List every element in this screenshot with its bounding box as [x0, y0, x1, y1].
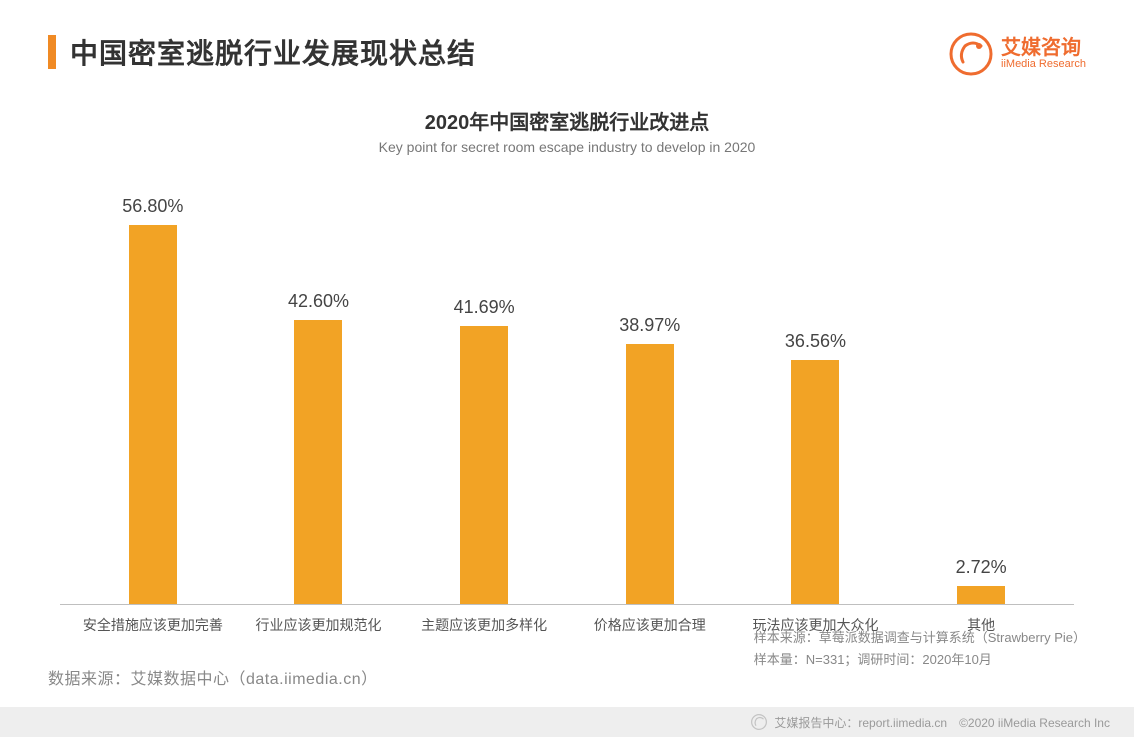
sample-info: 样本来源：草莓派数据调查与计算系统（Strawberry Pie） 样本量：N=… [754, 627, 1086, 671]
strip-text: 艾媒报告中心：report.iimedia.cn ©2020 iiMedia R… [774, 714, 1110, 731]
x-label: 安全措施应该更加完善 [70, 615, 235, 635]
page-title: 中国密室逃脱行业发展现状总结 [70, 32, 476, 72]
bar-group: 42.60% [236, 291, 401, 604]
data-source: 数据来源：艾媒数据中心（data.iimedia.cn） [48, 665, 378, 689]
brand-logo-icon [949, 32, 993, 76]
bar [294, 320, 342, 604]
brand-logo: 艾媒咨询 iiMedia Research [949, 32, 1086, 76]
brand-name-en: iiMedia Research [1001, 59, 1086, 71]
x-label: 价格应该更加合理 [567, 615, 732, 635]
bar-value-label: 41.69% [454, 297, 515, 318]
bar-group: 36.56% [733, 331, 898, 604]
brand-name-cn: 艾媒咨询 [1001, 38, 1086, 59]
chart-area: 2020年中国密室逃脱行业改进点 Key point for secret ro… [0, 76, 1134, 635]
chart-title-en: Key point for secret room escape industr… [60, 139, 1074, 155]
sample-source: 样本来源：草莓派数据调查与计算系统（Strawberry Pie） [754, 627, 1086, 649]
bar-value-label: 36.56% [785, 331, 846, 352]
bottom-strip: 艾媒报告中心：report.iimedia.cn ©2020 iiMedia R… [0, 707, 1134, 737]
brand-text: 艾媒咨询 iiMedia Research [1001, 38, 1086, 71]
bar [129, 225, 177, 604]
bar-value-label: 56.80% [122, 196, 183, 217]
bar-value-label: 2.72% [956, 557, 1007, 578]
bar-group: 56.80% [70, 196, 235, 604]
bar-group: 38.97% [567, 315, 732, 604]
bar [791, 360, 839, 604]
bar [957, 586, 1005, 604]
bar-group: 2.72% [899, 557, 1064, 604]
bar-plot: 56.80%42.60%41.69%38.97%36.56%2.72% [60, 205, 1074, 605]
bar-group: 41.69% [402, 297, 567, 604]
header: 中国密室逃脱行业发展现状总结 艾媒咨询 iiMedia Research [0, 0, 1134, 76]
x-label: 主题应该更加多样化 [402, 615, 567, 635]
sample-size: 样本量：N=331；调研时间：2020年10月 [754, 649, 1086, 671]
strip-logo-icon [750, 713, 768, 731]
title-accent-bar [48, 35, 56, 69]
bar-value-label: 42.60% [288, 291, 349, 312]
bar [460, 326, 508, 604]
chart-title-cn: 2020年中国密室逃脱行业改进点 [60, 106, 1074, 135]
title-wrap: 中国密室逃脱行业发展现状总结 [48, 32, 476, 72]
x-label: 行业应该更加规范化 [236, 615, 401, 635]
bar [626, 344, 674, 604]
bar-value-label: 38.97% [619, 315, 680, 336]
